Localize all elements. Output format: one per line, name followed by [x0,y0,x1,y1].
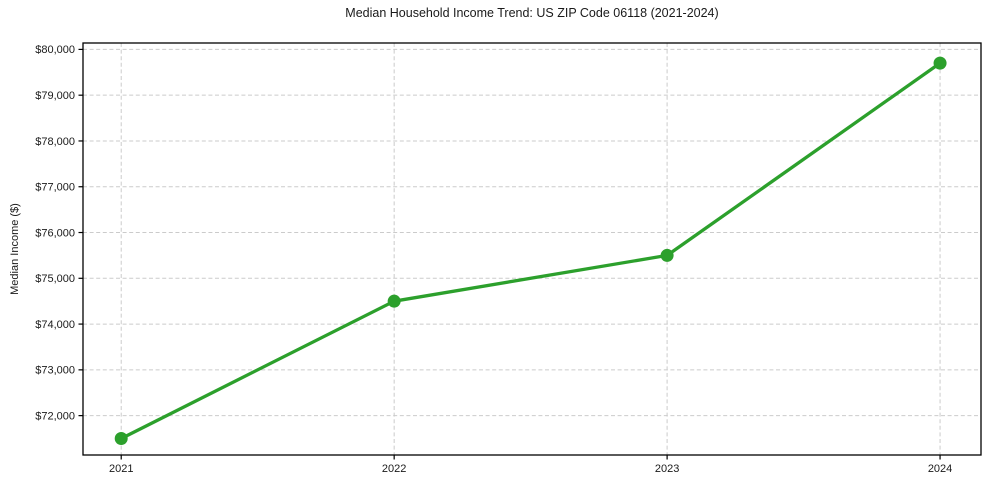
x-tick-label: 2024 [928,463,952,475]
y-tick-label: $79,000 [35,90,75,102]
y-tick-label: $75,000 [35,273,75,285]
x-tick-label: 2021 [109,463,133,475]
data-point-2021 [114,432,128,446]
y-tick-label: $78,000 [35,136,75,148]
y-tick-label: $72,000 [35,410,75,422]
axes-frame [82,42,982,456]
y-tick-label: $76,000 [35,227,75,239]
x-tick-label: 2022 [382,463,406,475]
data-point-2024 [933,56,947,70]
data-point-2022 [387,294,401,308]
y-tick-label: $80,000 [35,44,75,56]
y-tick-label: $73,000 [35,365,75,377]
x-tick-label: 2023 [655,463,679,475]
y-tick-label: $74,000 [35,319,75,331]
chart-title: Median Household Income Trend: US ZIP Co… [345,6,719,20]
data-point-2023 [660,248,674,262]
trend-line [119,61,942,441]
y-tick-label: $77,000 [35,182,75,194]
